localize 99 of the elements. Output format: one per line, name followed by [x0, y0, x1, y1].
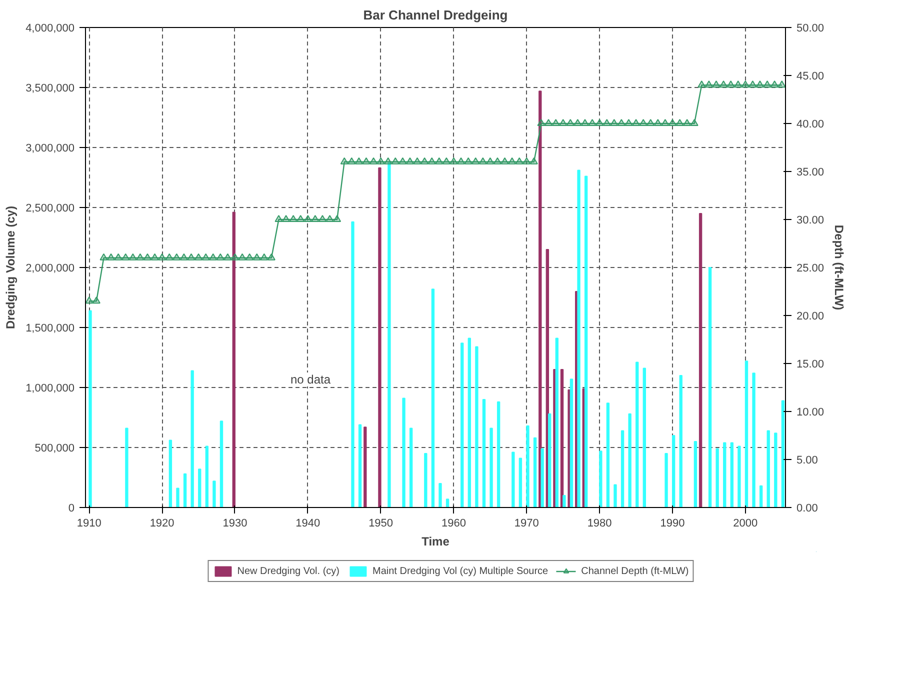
y2-tick-label: 20.00 — [796, 310, 824, 322]
bar — [518, 458, 522, 508]
y-tick-label: 2,500,000 — [26, 202, 74, 214]
bar — [698, 213, 702, 508]
y2-tick-label: 45.00 — [796, 70, 824, 82]
bar — [351, 221, 354, 508]
bar — [212, 480, 216, 508]
bar — [642, 368, 646, 508]
bar — [599, 450, 602, 508]
bar — [620, 430, 624, 508]
bar — [482, 399, 486, 508]
bar — [468, 338, 471, 508]
x-tick-label: 2000 — [733, 518, 758, 530]
bar — [220, 420, 224, 508]
bar — [636, 362, 639, 508]
bar — [723, 442, 726, 508]
y2-tick-label: 5.00 — [796, 454, 818, 466]
bar — [738, 446, 741, 508]
bar — [460, 342, 464, 508]
x-tick-label: 1980 — [587, 518, 612, 530]
x-axis-title: Time — [422, 534, 450, 548]
bar — [540, 448, 544, 508]
bar — [424, 453, 428, 508]
bar — [614, 484, 617, 508]
bar — [664, 453, 668, 508]
bar — [190, 370, 194, 508]
x-tick-label: 1950 — [368, 518, 394, 530]
y-tick-label: 1,000,000 — [26, 382, 74, 394]
bar — [562, 495, 566, 508]
bar — [606, 402, 610, 508]
bar — [555, 338, 558, 508]
bar — [176, 488, 180, 508]
x-tick-label: 1910 — [76, 518, 102, 530]
y-tick-label: 3,000,000 — [26, 142, 74, 154]
bar — [570, 378, 574, 508]
bar — [446, 498, 450, 508]
bar — [358, 424, 362, 508]
bar — [752, 372, 756, 508]
bar — [512, 452, 515, 508]
y2-tick-label: 10.00 — [796, 406, 824, 418]
y2-tick-label: 25.00 — [796, 262, 824, 274]
y-tick-label: 0 — [68, 502, 75, 514]
bar — [759, 485, 763, 508]
bar — [672, 435, 676, 508]
bar — [475, 346, 478, 508]
bar — [730, 442, 734, 508]
y2-tick-label: 0.00 — [796, 502, 818, 514]
legend-label: Maint Dredging Vol (cy) Multiple Source — [372, 565, 548, 577]
bar — [431, 288, 435, 508]
bar — [183, 473, 187, 508]
y-tick-label: 500,000 — [34, 442, 75, 454]
bar — [708, 267, 712, 508]
bar — [364, 426, 367, 508]
y-tick-label: 4,000,000 — [26, 22, 74, 34]
bar — [716, 448, 719, 508]
y-tick-label: 2,000,000 — [26, 262, 74, 274]
bar — [774, 432, 778, 508]
y2-tick-label: 35.00 — [796, 166, 824, 178]
x-tick-label: 1960 — [441, 518, 466, 530]
y-tick-label: 1,500,000 — [26, 322, 74, 334]
bar — [548, 413, 552, 508]
bar — [577, 170, 580, 508]
x-tick-label: 1990 — [660, 518, 685, 530]
y2-tick-label: 50.00 — [796, 22, 824, 34]
bar — [125, 428, 128, 508]
bar — [679, 375, 682, 508]
bar — [533, 437, 537, 508]
bar — [781, 400, 785, 508]
bar — [88, 310, 92, 508]
bar — [409, 428, 413, 508]
y2-tick-label: 30.00 — [796, 214, 824, 226]
chart-title: Bar Channel Dredgeing — [363, 8, 508, 22]
x-tick-label: 1920 — [150, 518, 174, 530]
bar — [584, 176, 588, 508]
bar — [628, 413, 632, 508]
annotation: no data — [290, 372, 331, 386]
y-tick-label: 3,500,000 — [26, 82, 74, 94]
bar — [198, 468, 202, 508]
bar — [378, 167, 382, 508]
bar — [526, 425, 530, 508]
y2-tick-label: 15.00 — [796, 358, 824, 370]
y2-tick-label: 40.00 — [796, 118, 824, 130]
legend-label: New Dredging Vol. (cy) — [237, 565, 340, 577]
bar — [402, 398, 406, 508]
legend-label: Channel Depth (ft-MLW) — [581, 565, 689, 577]
bar — [168, 440, 172, 508]
bar — [560, 369, 564, 508]
y2-axis-title: Depth (ft-MLW) — [832, 224, 846, 310]
bar — [496, 401, 500, 508]
x-tick-label: 1930 — [222, 518, 248, 530]
x-tick-label: 1970 — [514, 518, 539, 530]
bar — [694, 441, 698, 508]
bar — [205, 446, 208, 508]
bar — [438, 483, 442, 508]
x-tick-label: 1940 — [296, 518, 320, 530]
bar — [766, 430, 770, 508]
y-axis-title: Dredging Volume (cy) — [4, 206, 18, 330]
bar — [744, 360, 748, 508]
bar — [490, 428, 493, 508]
